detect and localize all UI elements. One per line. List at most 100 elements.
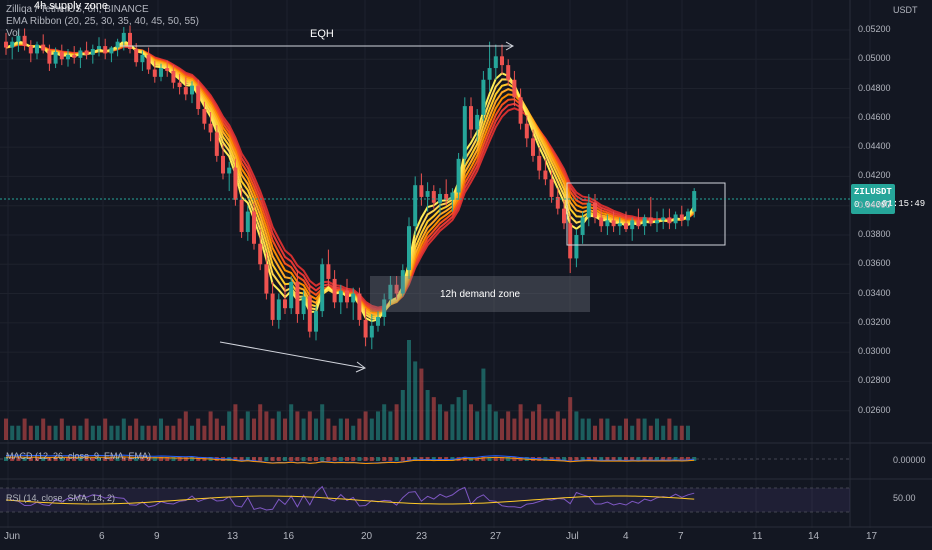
candle-body — [431, 191, 436, 203]
macd-histogram-bar — [673, 457, 678, 461]
volume-bar — [469, 404, 473, 440]
macd-histogram-bar — [134, 457, 139, 461]
candle-body — [611, 220, 616, 227]
candle-body — [667, 217, 672, 224]
drawing-overlays — [0, 41, 850, 373]
macd-histogram-bar — [159, 457, 163, 461]
candle-body — [47, 50, 52, 64]
volume-bar — [431, 397, 436, 440]
candle-body — [518, 97, 523, 124]
symbol-title-text: Zilliqa / TetherUS, 6h, BINANCE — [6, 4, 149, 15]
candle-body — [66, 54, 70, 60]
rsi-legend[interactable]: RSI (14, close, SMA, 14, 2) — [6, 493, 116, 503]
macd-histogram-bar — [264, 457, 269, 461]
macd-histogram-bar — [481, 457, 486, 461]
candle-body — [121, 32, 126, 42]
volume-bar — [190, 425, 194, 440]
price-tick-label: 0.02800 — [858, 375, 891, 386]
macd-histogram-bar — [400, 457, 405, 461]
price-tick-label: 0.03200 — [858, 316, 891, 327]
candle-body — [419, 185, 424, 197]
volume-bar — [580, 418, 585, 440]
rsi-value: 50.00 — [893, 493, 916, 503]
macd-histogram-bar — [152, 457, 157, 461]
macd-histogram-bar — [500, 457, 504, 461]
candle-body — [221, 155, 225, 174]
macd-histogram-bar — [568, 457, 573, 461]
candle-body — [555, 196, 560, 209]
macd-histogram-bar — [617, 457, 622, 461]
candle-body — [214, 132, 219, 156]
candle-body — [574, 234, 579, 259]
candle-body — [90, 49, 95, 55]
price-tick-label: 0.03800 — [858, 228, 891, 239]
candle-body — [258, 243, 263, 265]
candle-body — [692, 191, 697, 212]
volume-bar — [382, 404, 387, 440]
macd-histogram-bar — [295, 457, 300, 461]
macd-histogram-bar — [270, 457, 275, 461]
volume-legend[interactable]: Vol — [6, 28, 20, 39]
volume-bar — [109, 425, 114, 440]
candlesticks — [4, 25, 697, 350]
macd-legend[interactable]: MACD (12, 26, close, 9, EMA, EMA) — [6, 451, 152, 461]
macd-histogram-bar — [301, 457, 306, 461]
candle-body — [438, 193, 442, 203]
volume-bar — [369, 418, 374, 440]
volume-bar — [357, 418, 362, 440]
volume-bar — [97, 425, 101, 440]
candle-body — [500, 56, 504, 66]
macd-histogram-bar — [630, 457, 635, 461]
volume-bar — [611, 425, 616, 440]
volume-bars — [4, 340, 690, 440]
candle-body — [524, 123, 529, 139]
candle-body — [648, 217, 653, 224]
volume-bar — [41, 418, 46, 440]
candle-body — [450, 192, 455, 200]
volume-bar — [233, 404, 238, 440]
time-tick-label: Jul — [566, 531, 579, 542]
candle-body — [295, 281, 300, 315]
macd-histogram-bar — [47, 457, 52, 461]
volume-bar — [183, 411, 188, 440]
candle-body — [22, 35, 27, 47]
candle-body — [320, 264, 325, 312]
volume-bar — [128, 425, 132, 440]
ema-ribbon-legend[interactable]: EMA Ribbon (20, 25, 30, 35, 40, 45, 50, … — [6, 16, 199, 27]
macd-histogram-bar — [233, 457, 238, 461]
supply-zone-label: 4h supply zone — [34, 0, 108, 12]
candle-body — [531, 138, 535, 156]
volume-bar — [394, 404, 399, 440]
volume-bar — [103, 418, 108, 440]
candle-body — [562, 208, 566, 224]
volume-bar — [245, 411, 250, 440]
time-tick-label: 4 — [623, 531, 629, 542]
volume-bar — [673, 425, 678, 440]
volume-bar — [47, 425, 52, 440]
macd-histogram-bar — [493, 457, 498, 461]
volume-bar — [574, 411, 579, 440]
ema-line-50 — [5, 43, 695, 311]
grid-lines — [0, 0, 932, 528]
macd-histogram-bar — [555, 457, 560, 461]
volume-bar — [332, 425, 337, 440]
volume-bar — [165, 425, 170, 440]
candle-body — [326, 264, 331, 279]
candle-body — [196, 85, 201, 110]
macd-histogram-bar — [16, 457, 21, 461]
macd-histogram-bar — [171, 457, 176, 461]
macd-histogram-bar — [165, 457, 170, 461]
candle-body — [53, 51, 58, 64]
candle-body — [537, 155, 542, 171]
candle-body — [357, 293, 362, 320]
volume-bar — [295, 411, 300, 440]
volume-bar — [661, 425, 666, 440]
volume-bar — [679, 425, 684, 440]
macd-histogram-bar — [351, 457, 356, 461]
time-tick-label: 27 — [490, 531, 502, 542]
macd-histogram-bar — [320, 457, 325, 461]
volume-bar — [624, 418, 628, 440]
volume-bar — [543, 418, 548, 440]
candle-body — [475, 114, 480, 130]
